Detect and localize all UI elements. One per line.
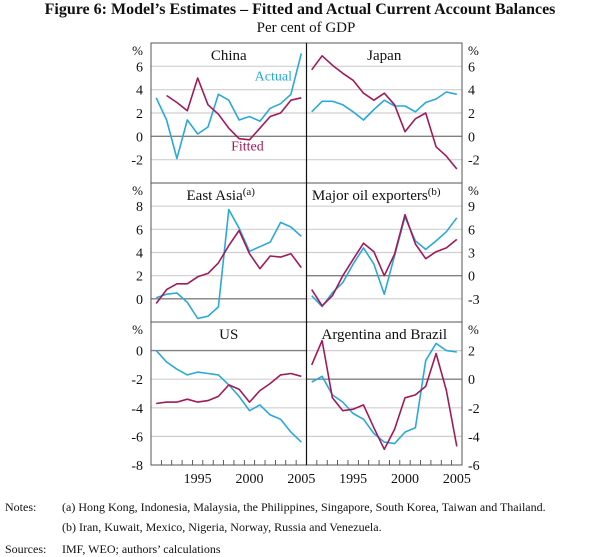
panel-title-text: Japan <box>367 48 402 64</box>
series-line-fitted <box>311 213 458 307</box>
y-tick-label: 6 <box>136 60 143 75</box>
series-line-fitted <box>311 55 458 170</box>
y-tick-label: -6 <box>131 430 143 445</box>
y-tick-label: 2 <box>468 107 475 122</box>
panel-title-text: US <box>219 327 238 343</box>
panel-title-footnote: (a) <box>243 186 256 198</box>
y-tick-label: 4 <box>136 84 143 99</box>
y-tick-label: 6 <box>468 223 475 238</box>
panel-title-text: Major oil exporters <box>312 188 428 204</box>
panel-title: Argentina and Brazil <box>321 327 447 343</box>
y-tick-label: 4 <box>468 84 475 99</box>
panel-title-text: China <box>211 48 247 64</box>
panel-title-footnote: (b) <box>428 186 441 198</box>
y-tick-label: 0 <box>136 293 143 308</box>
x-tick-label: 1995 <box>184 472 212 487</box>
y-tick-label: 0 <box>468 270 475 285</box>
series-line-actual <box>311 342 457 445</box>
y-tick-label: -2 <box>131 373 143 388</box>
unit-label: % <box>132 43 143 58</box>
sources-text: IMF, WEO; authors’ calculations <box>62 542 221 556</box>
panel-title: US <box>219 327 238 343</box>
y-tick-label: -8 <box>131 459 143 474</box>
series-line-actual <box>155 208 302 320</box>
series-line-actual <box>155 53 303 160</box>
series-line-actual <box>155 350 302 443</box>
sources-label: Sources: <box>5 542 47 556</box>
x-tick-label: 2005 <box>287 472 315 487</box>
panel-title-text: East Asia <box>187 188 244 204</box>
panel-title: China <box>211 48 247 64</box>
y-tick-label: -2 <box>131 154 143 169</box>
series-line-fitted <box>156 372 302 405</box>
panel-title: East Asia(a) <box>187 186 256 204</box>
y-tick-label: -2 <box>468 154 480 169</box>
y-tick-label: 4 <box>136 247 143 262</box>
y-tick-label: 0 <box>136 130 143 145</box>
x-tick-label: 2005 <box>443 472 471 487</box>
note-b: (b) Iran, Kuwait, Mexico, Nigeria, Norwa… <box>62 520 382 534</box>
x-tick-label: 2000 <box>235 472 263 487</box>
y-tick-label: 0 <box>468 373 475 388</box>
series-line-fitted <box>155 229 302 304</box>
unit-label: % <box>132 322 143 337</box>
x-tick-label: 1995 <box>339 472 367 487</box>
x-tick-label: 2000 <box>391 472 419 487</box>
y-tick-label: 0 <box>136 345 143 360</box>
notes-label: Notes: <box>5 500 37 514</box>
y-tick-label: 6 <box>468 60 475 75</box>
y-tick-label: -6 <box>468 459 480 474</box>
y-tick-label: -4 <box>468 430 480 445</box>
series-annotation: Fitted <box>231 139 264 154</box>
figure-title: Figure 6: Model’s Estimates – Fitted and… <box>44 1 556 18</box>
y-tick-label: 2 <box>468 345 475 360</box>
series-line-fitted <box>166 77 302 141</box>
y-tick-label: -3 <box>468 293 480 308</box>
series-line-fitted <box>310 339 458 451</box>
y-tick-label: 6 <box>136 223 143 238</box>
y-tick-label: 8 <box>136 200 143 215</box>
y-tick-label: -2 <box>468 402 480 417</box>
unit-label: % <box>468 183 479 198</box>
series-line-actual <box>311 91 457 121</box>
panel-title: Major oil exporters(b) <box>312 186 441 204</box>
figure-subtitle: Per cent of GDP <box>256 20 356 36</box>
series-annotation: Actual <box>255 69 292 84</box>
unit-label: % <box>468 43 479 58</box>
y-tick-label: 3 <box>468 247 475 262</box>
panel-title-text: Argentina and Brazil <box>321 327 447 343</box>
y-tick-label: 9 <box>468 200 475 215</box>
unit-label: % <box>132 183 143 198</box>
unit-label: % <box>468 322 479 337</box>
y-tick-label: 2 <box>136 107 143 122</box>
note-a: (a) Hong Kong, Indonesia, Malaysia, the … <box>62 500 546 514</box>
panel-title: Japan <box>367 48 402 64</box>
y-tick-label: 2 <box>136 270 143 285</box>
y-tick-label: -4 <box>131 402 143 417</box>
y-tick-label: 0 <box>468 130 475 145</box>
